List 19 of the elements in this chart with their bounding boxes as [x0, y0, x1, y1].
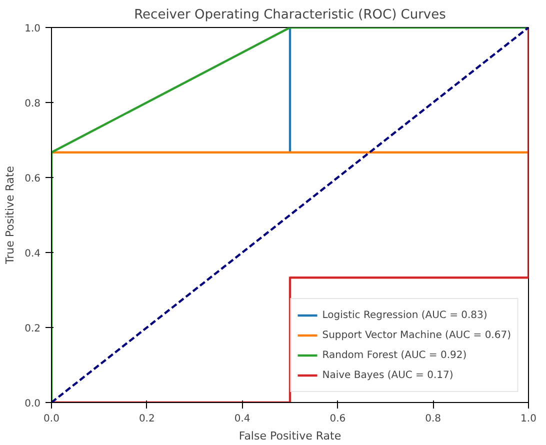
y-tick-label: 0.8: [24, 98, 41, 110]
y-tick-label: 0.2: [24, 324, 41, 334]
chart-title: Receiver Operating Characteristic (ROC) Curves: [134, 8, 446, 22]
x-tick-label: 0.6: [330, 414, 346, 424]
legend-label: Random Forest (AUC = 0.92): [322, 349, 467, 361]
legend-label: Naive Bayes (AUC = 0.17): [322, 369, 454, 381]
x-tick-label: 1.0: [520, 414, 536, 424]
x-tick-label: 0.4: [234, 414, 250, 424]
y-tick-label: 0.4: [24, 248, 41, 260]
y-tick-label: 1.0: [24, 24, 41, 34]
y-tick-label: 0.6: [24, 174, 41, 184]
y-axis-title: True Positive Rate: [4, 166, 17, 265]
x-tick-label: 0.0: [44, 414, 60, 424]
x-axis-title: False Positive Rate: [238, 430, 342, 442]
legend-label: Logistic Regression (AUC = 0.83): [322, 309, 488, 321]
y-tick-label: 0.0: [24, 398, 41, 410]
legend-label: Support Vector Machine (AUC = 0.67): [322, 329, 511, 341]
x-tick-label: 0.2: [138, 414, 155, 424]
x-tick-label: 0.8: [425, 414, 442, 424]
